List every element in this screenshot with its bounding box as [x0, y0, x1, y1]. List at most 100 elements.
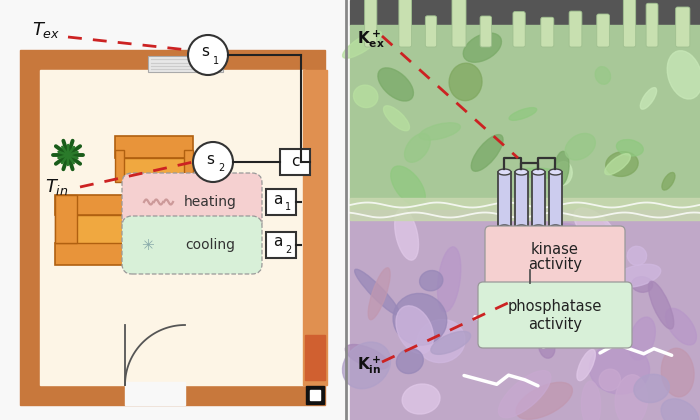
FancyBboxPatch shape	[485, 226, 625, 288]
Text: a: a	[273, 192, 283, 207]
Bar	[350, 198, 700, 220]
Ellipse shape	[342, 342, 391, 389]
Bar	[532, 172, 545, 228]
Ellipse shape	[666, 308, 696, 345]
Ellipse shape	[615, 375, 648, 420]
Ellipse shape	[554, 162, 572, 185]
Ellipse shape	[617, 139, 643, 156]
Ellipse shape	[574, 208, 619, 251]
Text: 2: 2	[218, 163, 224, 173]
Bar	[515, 172, 528, 228]
Ellipse shape	[507, 241, 519, 249]
Text: activity: activity	[528, 317, 582, 331]
Ellipse shape	[578, 298, 598, 318]
Ellipse shape	[578, 215, 606, 239]
Ellipse shape	[396, 306, 433, 354]
FancyBboxPatch shape	[646, 3, 658, 47]
Bar	[115, 150, 124, 182]
FancyBboxPatch shape	[676, 7, 690, 47]
Text: s: s	[201, 45, 209, 60]
Ellipse shape	[521, 284, 539, 296]
Ellipse shape	[613, 264, 661, 287]
FancyBboxPatch shape	[426, 16, 437, 47]
Bar	[218, 195, 240, 243]
Text: ✳: ✳	[141, 237, 153, 252]
Text: 2: 2	[285, 245, 291, 255]
Circle shape	[193, 142, 233, 182]
Text: $T_{ex}$: $T_{ex}$	[32, 20, 60, 40]
Ellipse shape	[498, 169, 511, 175]
FancyBboxPatch shape	[513, 12, 525, 47]
Ellipse shape	[577, 349, 596, 381]
Ellipse shape	[582, 381, 601, 420]
FancyBboxPatch shape	[122, 216, 262, 274]
Text: 1: 1	[285, 202, 291, 212]
Ellipse shape	[605, 154, 631, 175]
Ellipse shape	[449, 63, 482, 101]
Ellipse shape	[342, 31, 382, 58]
Ellipse shape	[368, 268, 390, 320]
Ellipse shape	[634, 374, 669, 403]
Ellipse shape	[631, 277, 652, 292]
Text: heating: heating	[183, 195, 237, 209]
FancyBboxPatch shape	[478, 282, 632, 348]
Ellipse shape	[378, 68, 414, 101]
Bar	[55, 215, 240, 243]
FancyBboxPatch shape	[597, 14, 610, 47]
Ellipse shape	[417, 320, 465, 362]
Text: c: c	[290, 155, 299, 170]
Ellipse shape	[554, 151, 569, 186]
Ellipse shape	[509, 108, 537, 120]
FancyBboxPatch shape	[480, 16, 491, 47]
Bar	[303, 70, 327, 385]
Ellipse shape	[532, 225, 545, 231]
Ellipse shape	[393, 294, 447, 345]
Ellipse shape	[498, 370, 551, 418]
Ellipse shape	[430, 331, 470, 354]
Bar	[549, 172, 562, 228]
Ellipse shape	[419, 270, 443, 291]
Ellipse shape	[595, 67, 610, 84]
Text: phosphatase: phosphatase	[508, 299, 602, 313]
Ellipse shape	[539, 336, 555, 358]
Text: $\mathregular{K^+_{ex}}$: $\mathregular{K^+_{ex}}$	[357, 28, 385, 50]
Text: cooling: cooling	[185, 238, 235, 252]
Bar	[498, 172, 511, 228]
Text: activity: activity	[528, 257, 582, 273]
Bar	[55, 243, 240, 265]
Bar	[306, 386, 324, 404]
Ellipse shape	[541, 241, 553, 249]
Bar	[115, 136, 193, 158]
Bar	[184, 150, 193, 182]
Text: $T_{in}$: $T_{in}$	[45, 177, 69, 197]
FancyBboxPatch shape	[365, 0, 377, 47]
Ellipse shape	[540, 223, 585, 251]
Ellipse shape	[516, 382, 573, 419]
Ellipse shape	[391, 166, 426, 206]
Ellipse shape	[667, 51, 700, 99]
Ellipse shape	[662, 348, 694, 397]
FancyBboxPatch shape	[399, 0, 412, 47]
Ellipse shape	[662, 173, 675, 190]
Text: s: s	[206, 152, 214, 166]
Ellipse shape	[648, 281, 673, 329]
Ellipse shape	[627, 246, 647, 265]
Text: 1: 1	[213, 56, 219, 66]
Bar	[280, 149, 310, 175]
Bar	[310, 390, 320, 400]
Circle shape	[188, 35, 228, 75]
Ellipse shape	[396, 349, 424, 373]
Text: kinase: kinase	[531, 241, 579, 257]
Text: a: a	[273, 234, 283, 249]
Ellipse shape	[599, 369, 620, 391]
Bar	[350, 210, 700, 420]
Ellipse shape	[471, 134, 503, 171]
Bar	[305, 335, 325, 380]
Ellipse shape	[405, 134, 430, 162]
FancyBboxPatch shape	[541, 17, 554, 47]
Ellipse shape	[345, 344, 389, 369]
Ellipse shape	[419, 123, 461, 140]
Bar	[266, 189, 296, 215]
Bar	[122, 158, 186, 182]
Ellipse shape	[549, 169, 562, 175]
